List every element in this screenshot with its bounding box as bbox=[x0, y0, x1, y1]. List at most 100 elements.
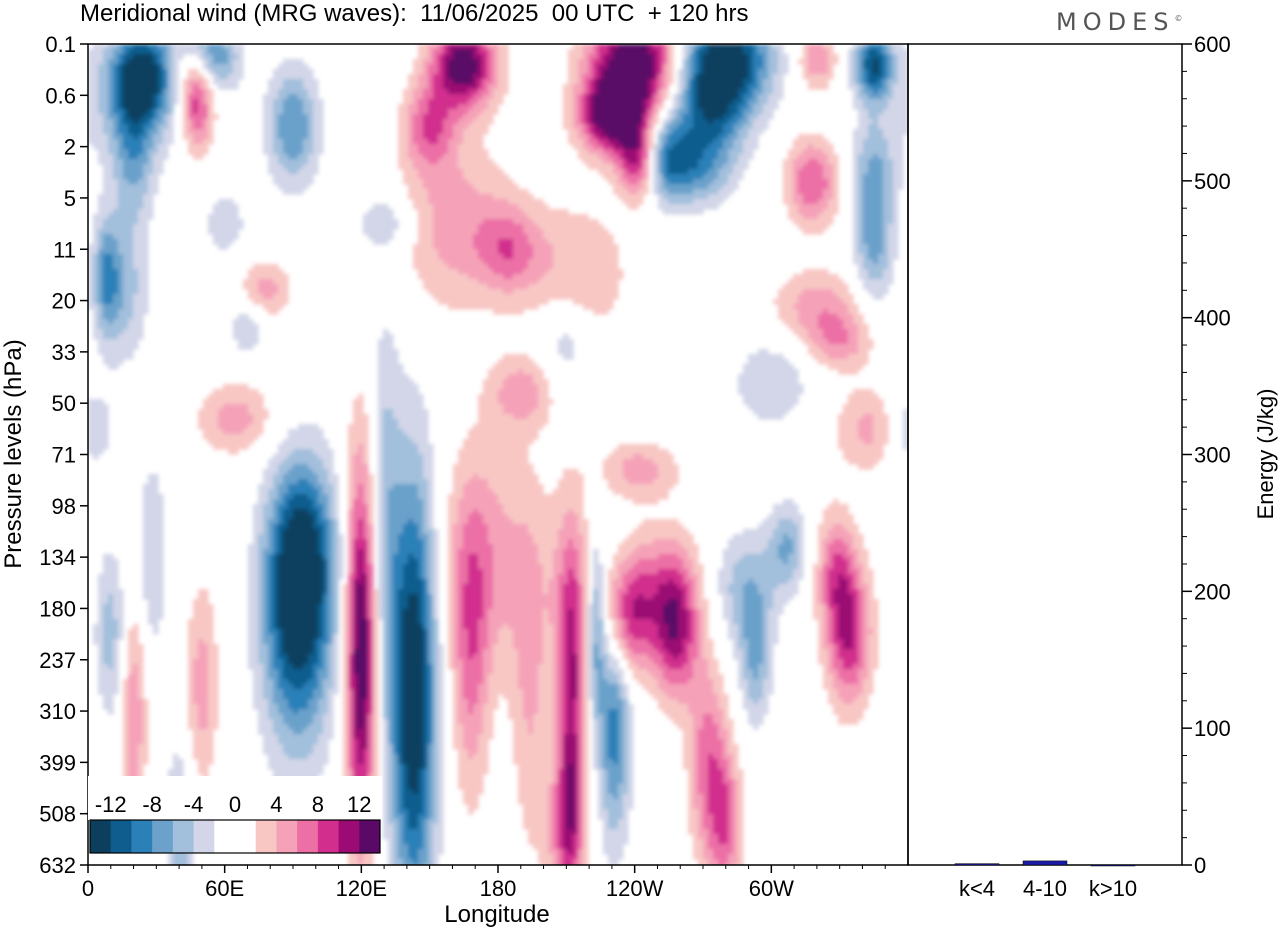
heatmap-cell bbox=[183, 104, 189, 110]
heatmap-cell bbox=[473, 44, 479, 50]
heatmap-cell bbox=[688, 64, 694, 70]
heatmap-cell bbox=[553, 224, 559, 230]
heatmap-cell bbox=[458, 74, 464, 80]
heatmap-cell bbox=[488, 119, 494, 125]
heatmap-cell bbox=[93, 239, 99, 245]
heatmap-cell bbox=[458, 234, 464, 240]
heatmap-cell bbox=[883, 114, 889, 120]
heatmap-cell bbox=[413, 144, 419, 150]
heatmap-cell bbox=[213, 114, 219, 120]
heatmap-cell bbox=[488, 179, 494, 185]
heatmap-cell bbox=[588, 79, 594, 85]
heatmap-cell bbox=[608, 69, 614, 75]
heatmap-cell bbox=[903, 99, 908, 105]
heatmap-cell bbox=[433, 244, 439, 250]
heatmap-cell bbox=[508, 304, 514, 310]
heatmap-cell bbox=[683, 84, 689, 90]
heatmap-cell bbox=[113, 139, 119, 145]
heatmap-cell bbox=[888, 49, 894, 55]
heatmap-cell bbox=[898, 54, 904, 60]
heatmap-cell bbox=[583, 154, 589, 160]
heatmap-cell bbox=[438, 239, 444, 245]
heatmap-cell bbox=[878, 234, 884, 240]
heatmap-cell bbox=[588, 139, 594, 145]
heatmap-cell bbox=[208, 229, 214, 235]
heatmap-cell bbox=[438, 99, 444, 105]
heatmap-cell bbox=[488, 114, 494, 120]
heatmap-cell bbox=[713, 109, 719, 115]
heatmap-cell bbox=[583, 59, 589, 65]
heatmap-cell bbox=[488, 79, 494, 85]
heatmap-cell bbox=[803, 219, 809, 225]
heatmap-cell bbox=[583, 254, 589, 260]
heatmap-cell bbox=[458, 119, 464, 125]
heatmap-cell bbox=[758, 79, 764, 85]
heatmap-cell bbox=[603, 229, 609, 235]
heatmap-cell bbox=[708, 184, 714, 190]
heatmap-cell bbox=[488, 69, 494, 75]
heatmap-cell bbox=[518, 299, 524, 305]
heatmap-cell bbox=[808, 219, 814, 225]
heatmap-cell bbox=[388, 234, 394, 240]
heatmap-cell bbox=[218, 229, 224, 235]
heatmap-cell bbox=[468, 284, 474, 290]
heatmap-cell bbox=[723, 79, 729, 85]
heatmap-cell bbox=[883, 164, 889, 170]
heatmap-cell bbox=[538, 199, 544, 205]
heatmap-cell bbox=[803, 59, 809, 65]
heatmap-cell bbox=[743, 139, 749, 145]
heatmap-cell bbox=[798, 144, 804, 150]
heatmap-cell bbox=[743, 114, 749, 120]
heatmap-cell bbox=[388, 209, 394, 215]
heatmap-cell bbox=[448, 59, 454, 65]
heatmap-cell bbox=[628, 114, 634, 120]
heatmap-cell bbox=[583, 99, 589, 105]
heatmap-cell bbox=[868, 114, 874, 120]
heatmap-cell bbox=[128, 49, 134, 55]
heatmap-cell bbox=[683, 74, 689, 80]
heatmap-cell bbox=[718, 129, 724, 135]
heatmap-cell bbox=[893, 89, 899, 95]
heatmap-cell bbox=[218, 69, 224, 75]
heatmap-cell bbox=[633, 194, 639, 200]
heatmap-cell bbox=[138, 119, 144, 125]
heatmap-cell bbox=[93, 84, 99, 90]
heatmap-cell bbox=[288, 139, 294, 145]
heatmap-cell bbox=[118, 79, 124, 85]
heatmap-cell bbox=[428, 199, 434, 205]
heatmap-cell bbox=[483, 224, 489, 230]
heatmap-cell bbox=[98, 214, 104, 220]
heatmap-cell bbox=[483, 284, 489, 290]
heatmap-cell bbox=[473, 134, 479, 140]
heatmap-cell bbox=[283, 124, 289, 130]
heatmap-cell bbox=[458, 164, 464, 170]
heatmap-cell bbox=[378, 239, 384, 245]
heatmap-cell bbox=[608, 129, 614, 135]
heatmap-cell bbox=[893, 129, 899, 135]
heatmap-cell bbox=[448, 104, 454, 110]
heatmap-cell bbox=[463, 224, 469, 230]
heatmap-cell bbox=[293, 114, 299, 120]
heatmap-cell bbox=[283, 179, 289, 185]
heatmap-cell bbox=[823, 219, 829, 225]
heatmap-cell bbox=[733, 74, 739, 80]
heatmap-cell bbox=[893, 104, 899, 110]
heatmap-cell bbox=[818, 44, 824, 50]
heatmap-cell bbox=[893, 174, 899, 180]
heatmap-cell bbox=[478, 89, 484, 95]
heatmap-cell bbox=[603, 99, 609, 105]
heatmap-cell bbox=[123, 119, 129, 125]
heatmap-cell bbox=[693, 59, 699, 65]
heatmap-cell bbox=[208, 49, 214, 55]
heatmap-cell bbox=[128, 199, 134, 205]
heatmap-cell bbox=[873, 264, 879, 270]
heatmap-cell bbox=[173, 44, 179, 50]
heatmap-cell bbox=[193, 114, 199, 120]
heatmap-cell bbox=[698, 189, 704, 195]
heatmap-cell bbox=[598, 49, 604, 55]
heatmap-cell bbox=[478, 299, 484, 305]
heatmap-cell bbox=[288, 104, 294, 110]
heatmap-cell bbox=[853, 244, 859, 250]
heatmap-cell bbox=[868, 289, 874, 295]
heatmap-cell bbox=[568, 269, 574, 275]
